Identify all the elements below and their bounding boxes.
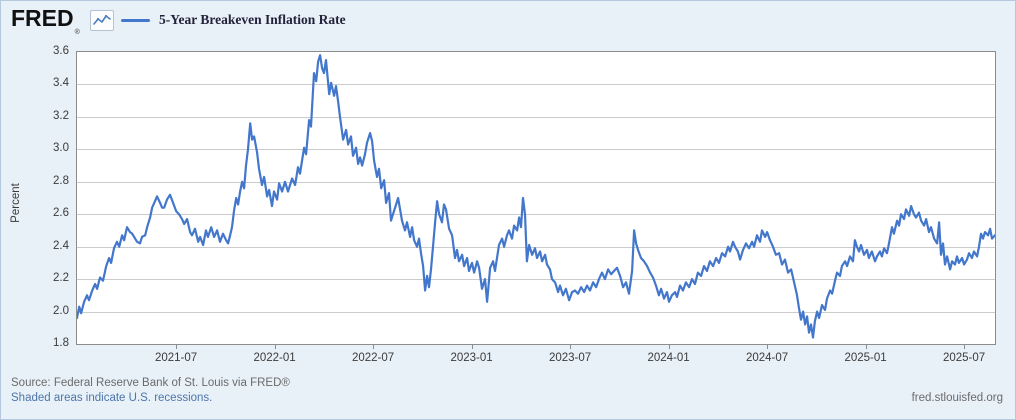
x-tick-label: 2021-07 xyxy=(154,352,198,364)
y-tick-label: 2.6 xyxy=(53,207,69,220)
x-tick-label: 2025-07 xyxy=(942,352,986,364)
y-tick-label: 2.8 xyxy=(53,174,69,187)
y-tick-label: 2.2 xyxy=(53,272,69,285)
plot-area xyxy=(76,51,996,345)
gridline xyxy=(77,116,995,118)
line-chart xyxy=(77,54,995,339)
legend: 5-Year Breakeven Inflation Rate xyxy=(121,12,346,28)
x-tick-mark xyxy=(767,344,769,349)
x-tick-label: 2022-01 xyxy=(253,352,296,364)
mini-chart-icon xyxy=(90,10,114,31)
x-tick-label: 2022-07 xyxy=(351,352,395,364)
x-tick-mark xyxy=(964,344,966,349)
x-tick-label: 2024-07 xyxy=(745,352,789,364)
y-tick-label: 3.2 xyxy=(53,109,69,122)
gridline xyxy=(77,149,995,151)
x-tick-mark xyxy=(668,344,670,349)
x-tick-label: 2023-01 xyxy=(450,352,493,364)
source-attribution: Source: Federal Reserve Bank of St. Loui… xyxy=(11,377,290,389)
y-tick-label: 3.4 xyxy=(53,77,69,90)
x-tick-mark xyxy=(176,344,178,349)
legend-series-label: 5-Year Breakeven Inflation Rate xyxy=(159,12,346,27)
y-tick-label: 3.6 xyxy=(53,45,69,57)
registered-trademark-icon: ® xyxy=(74,29,80,36)
x-tick-label: 2024-01 xyxy=(647,352,690,364)
fred-logo[interactable]: FRED® xyxy=(11,5,80,36)
breakeven-rate-series-line xyxy=(77,54,995,339)
recessions-note-link[interactable]: Shaded areas indicate U.S. recessions. xyxy=(11,392,213,404)
y-axis-title: Percent xyxy=(10,183,22,223)
gridline xyxy=(77,84,995,86)
x-tick-label: 2023-07 xyxy=(548,352,592,364)
y-tick-label: 2.0 xyxy=(53,304,69,317)
x-tick-mark xyxy=(373,344,375,349)
y-tick-label: 3.0 xyxy=(53,142,69,155)
y-tick-label: 2.4 xyxy=(53,239,69,252)
y-tick-label: 1.8 xyxy=(53,337,69,349)
fred-logo-text: FRED xyxy=(11,5,74,31)
x-tick-mark xyxy=(865,344,867,349)
x-tick-label: 2025-01 xyxy=(844,352,887,364)
legend-line-swatch xyxy=(121,18,150,22)
x-tick-mark xyxy=(274,344,276,349)
gridline xyxy=(77,214,995,216)
fred-site-link[interactable]: fred.stlouisfed.org xyxy=(911,392,1003,404)
gridline xyxy=(77,279,995,281)
gridline xyxy=(77,181,995,183)
gridline xyxy=(77,246,995,248)
x-tick-mark xyxy=(570,344,572,349)
gridline xyxy=(77,311,995,313)
x-tick-mark xyxy=(471,344,473,349)
